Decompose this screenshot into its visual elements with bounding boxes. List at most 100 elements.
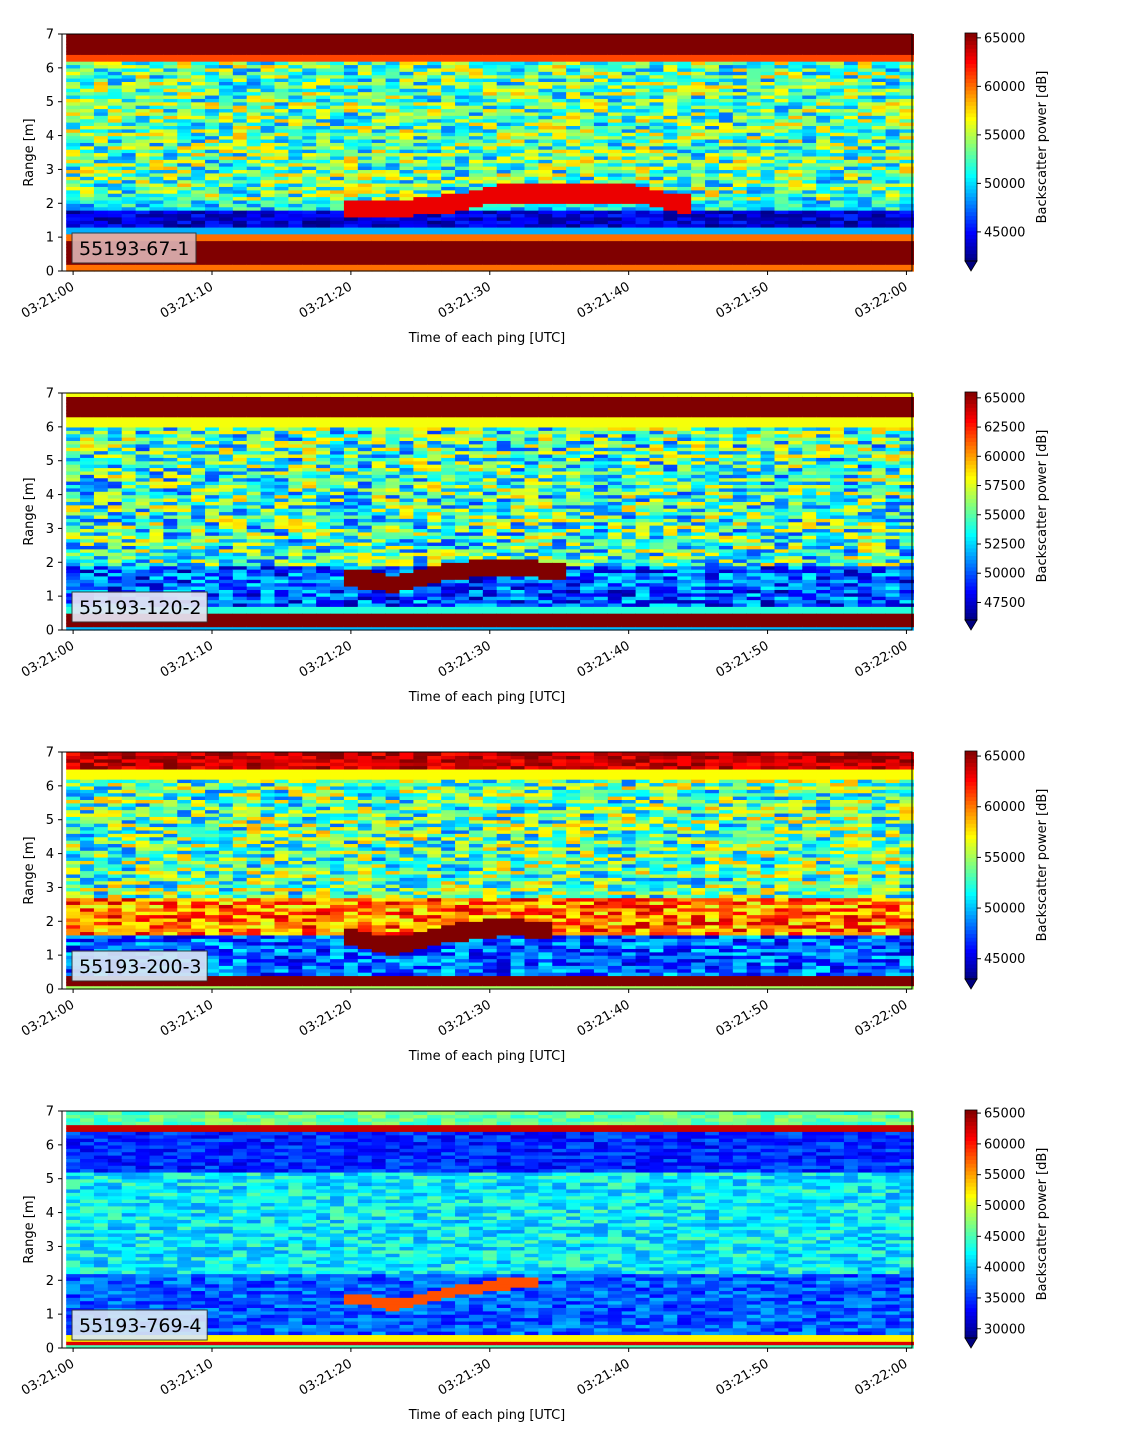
heatmap-cell (274, 34, 289, 38)
heatmap-cell (93, 220, 109, 225)
heatmap-cell (80, 57, 95, 62)
heatmap-cell (66, 176, 81, 181)
colorbar-segment (965, 90, 977, 95)
colorbar-segment (965, 139, 977, 144)
heatmap-cell (80, 230, 95, 235)
heatmap-cell (232, 34, 248, 38)
heatmap-cell (371, 34, 387, 38)
heatmap-cell (93, 115, 109, 120)
heatmap-cell (66, 182, 81, 187)
heatmap-cell (80, 138, 95, 143)
heatmap-cell (66, 166, 81, 171)
colorbar-segment (965, 253, 977, 258)
heatmap-cell (205, 34, 220, 38)
heatmap-cell (80, 152, 95, 157)
heatmap-cell (80, 78, 95, 82)
heatmap-cell (66, 125, 81, 130)
x-tick-label: 03:21:40 (575, 279, 633, 321)
heatmap-cell (66, 210, 81, 215)
heatmap-cell (66, 264, 81, 269)
colorbar-tick-label: 45000 (984, 225, 1025, 240)
heatmap-cell (66, 118, 81, 123)
heatmap-cell (66, 40, 81, 45)
heatmap-cell (413, 34, 428, 38)
y-tick-label: 7 (46, 28, 54, 43)
heatmap-cell (66, 105, 81, 110)
heatmap-cell (80, 142, 95, 147)
colorbar-segment (965, 71, 977, 76)
heatmap-cell (149, 34, 164, 38)
heatmap-cell (691, 34, 706, 38)
heatmap-cell (107, 393, 123, 397)
heatmap-cell (149, 393, 164, 397)
heatmap-cell (330, 34, 345, 38)
heatmap-cell (66, 169, 81, 174)
heatmap-cell (66, 67, 81, 72)
heatmap-cell (93, 216, 109, 221)
heatmap-cell (66, 88, 81, 93)
heatmap-cell (468, 34, 484, 38)
heatmap-cell (566, 34, 581, 38)
heatmap-cell (93, 203, 109, 208)
heatmap-cell (93, 91, 109, 96)
heatmap-cell (80, 71, 95, 76)
heatmap-cell (816, 34, 831, 38)
heatmap-cell (843, 34, 859, 38)
heatmap-cell (93, 135, 109, 140)
heatmap-cell (510, 34, 526, 38)
heatmap-cell (802, 34, 817, 38)
heatmap-cell (93, 226, 109, 231)
heatmap-cell (93, 138, 109, 143)
colorbar-segment (965, 82, 977, 87)
heatmap-cell (93, 98, 109, 103)
heatmap-cell (288, 34, 303, 38)
colorbar-segment (965, 204, 977, 209)
heatmap-cell (80, 118, 95, 123)
heatmap-cell (66, 37, 81, 42)
heatmap-cell (66, 230, 81, 235)
colorbar-segment (965, 59, 977, 64)
heatmap-cell (80, 393, 95, 397)
heatmap-cell (66, 34, 81, 38)
heatmap-cell (80, 115, 95, 120)
heatmap-cell (80, 98, 95, 103)
colorbar-segment (965, 147, 977, 152)
colorbar-segment (965, 124, 977, 129)
heatmap-cell (93, 267, 109, 272)
heatmap-cell (80, 226, 95, 231)
heatmap-cell (80, 40, 95, 45)
heatmap-cell (66, 64, 81, 69)
heatmap-cell (66, 57, 81, 62)
heatmap-cell (93, 162, 109, 167)
colorbar-segment (965, 234, 977, 239)
heatmap-cell (93, 108, 109, 113)
heatmap-cell (80, 149, 95, 154)
colorbar-segment (965, 97, 977, 102)
colorbar-segment (965, 192, 977, 197)
heatmap-cell (93, 172, 109, 177)
heatmap-cell (93, 155, 109, 160)
colorbar-segment (965, 169, 977, 175)
colorbar-segment (965, 162, 977, 167)
heatmap-cell (857, 34, 873, 38)
colorbar-segment (965, 40, 977, 45)
y-tick-label: 0 (46, 265, 54, 280)
colorbar-segment (965, 33, 977, 38)
heatmap-cell (66, 220, 81, 225)
heatmap-cell (93, 176, 109, 181)
heatmap-cell (455, 34, 470, 38)
colorbar-segment (965, 173, 977, 178)
heatmap-cell (93, 105, 109, 110)
heatmap-cell (580, 34, 595, 38)
heatmap-cell (93, 145, 109, 150)
heatmap-cell (93, 118, 109, 123)
heatmap-cell (80, 182, 95, 187)
heatmap-cell (80, 210, 95, 215)
heatmap-cell (93, 182, 109, 187)
heatmap-cell (441, 34, 456, 38)
heatmap-cell (80, 172, 95, 177)
heatmap-cell (66, 71, 81, 76)
heatmap-cell (760, 34, 776, 38)
heatmap-cell (649, 34, 664, 38)
